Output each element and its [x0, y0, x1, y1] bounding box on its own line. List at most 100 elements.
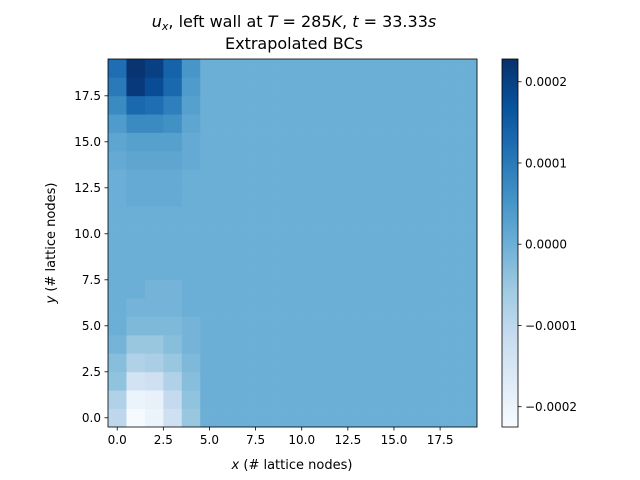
heatmap-cell	[310, 408, 330, 428]
heatmap-cell	[274, 224, 293, 244]
colorbar-ticks: 0.0002 0.0001 0.0000 −0.0001 −0.0002	[518, 75, 577, 414]
x-tick-label: 2.5	[154, 433, 173, 447]
heatmap-cell	[403, 298, 422, 317]
heatmap-cell	[458, 114, 478, 133]
heatmap-cell	[329, 279, 349, 299]
heatmap-cell	[329, 114, 349, 133]
heatmap-cell	[218, 132, 238, 152]
heatmap-cell	[255, 77, 275, 97]
heatmap-cell	[163, 95, 183, 115]
heatmap-cell	[181, 371, 201, 391]
heatmap-cell	[384, 59, 404, 78]
heatmap-cell	[292, 353, 312, 373]
heatmap-cell	[384, 279, 404, 299]
title-part: s	[428, 12, 436, 31]
heatmap-cell	[255, 353, 275, 373]
heatmap-cell	[347, 59, 367, 78]
heatmap-cell	[181, 206, 201, 225]
heatmap-cell	[347, 77, 367, 97]
heatmap-cell	[458, 316, 478, 336]
heatmap-cell	[237, 95, 256, 115]
heatmap-cell	[384, 132, 404, 152]
heatmap-cell	[200, 261, 220, 281]
heatmap-cell	[421, 114, 441, 133]
heatmap-cell	[403, 187, 422, 207]
heatmap-cell	[237, 261, 256, 281]
heatmap-cell	[218, 224, 238, 244]
heatmap-cell	[366, 95, 386, 115]
heatmap-cell	[126, 151, 146, 170]
heatmap-cell	[384, 77, 404, 97]
heatmap-cell	[126, 95, 146, 115]
title-part: ,	[342, 12, 352, 31]
heatmap-cell	[421, 151, 441, 170]
heatmap-cell	[144, 243, 164, 262]
heatmap-cell	[347, 353, 367, 373]
heatmap-cell	[218, 261, 238, 281]
heatmap-cell	[329, 224, 349, 244]
heatmap-cell	[366, 77, 386, 97]
heatmap-cell	[163, 187, 183, 207]
heatmap-cell	[181, 95, 201, 115]
heatmap-cell	[421, 298, 441, 317]
heatmap-cell	[144, 169, 164, 189]
heatmap-cell	[366, 335, 386, 354]
colorbar-tick-label: 0.0001	[525, 156, 567, 170]
heatmap-cell	[218, 353, 238, 373]
heatmap-cell	[366, 59, 386, 78]
heatmap-cell	[310, 187, 330, 207]
heatmap-cell	[329, 132, 349, 152]
heatmap-cell	[274, 169, 293, 189]
heatmap-cell	[237, 371, 256, 391]
heatmap-cell	[421, 59, 441, 78]
heatmap-cell	[144, 206, 164, 225]
heatmap-cell	[440, 243, 459, 262]
heatmap-cell	[458, 243, 478, 262]
heatmap-cell	[274, 408, 293, 428]
heatmap-cell	[200, 408, 220, 428]
heatmap-cell	[126, 59, 146, 78]
x-axis-label-var: x	[231, 458, 240, 473]
heatmap-cell	[274, 151, 293, 170]
heatmap-cell	[421, 187, 441, 207]
y-tick-label: 7.5	[82, 273, 101, 287]
heatmap-cell	[200, 77, 220, 97]
heatmap-cell	[329, 390, 349, 409]
heatmap-cell	[181, 261, 201, 281]
heatmap-cell	[274, 335, 293, 354]
heatmap-cell	[440, 95, 459, 115]
heatmap-cell	[366, 390, 386, 409]
heatmap-cell	[200, 206, 220, 225]
heatmap-cell	[403, 206, 422, 225]
title-part: = 285	[277, 12, 331, 31]
heatmap-cell	[329, 298, 349, 317]
heatmap-cell	[274, 243, 293, 262]
heatmap-cell	[274, 59, 293, 78]
heatmap-cell	[403, 132, 422, 152]
heatmap-cell	[274, 132, 293, 152]
heatmap-cell	[310, 77, 330, 97]
x-tick-label: 12.5	[334, 433, 361, 447]
heatmap-cell	[440, 132, 459, 152]
heatmap-cell	[329, 77, 349, 97]
heatmap-cell	[310, 335, 330, 354]
heatmap-cell	[458, 353, 478, 373]
heatmap-cell	[126, 243, 146, 262]
heatmap-cell	[421, 390, 441, 409]
colorbar-tick-label: −0.0001	[525, 319, 577, 333]
heatmap-cell	[310, 261, 330, 281]
title-part: x	[161, 20, 169, 33]
heatmap-cell	[218, 59, 238, 78]
x-tick-label: 5.0	[200, 433, 219, 447]
colorbar-tick-label: 0.0002	[525, 75, 567, 89]
y-tick-label: 12.5	[74, 181, 101, 195]
heatmap-cell	[163, 408, 183, 428]
heatmap-cell	[292, 59, 312, 78]
heatmap-cell	[366, 243, 386, 262]
heatmap-cell	[200, 371, 220, 391]
heatmap-cell	[384, 390, 404, 409]
heatmap-cell	[440, 77, 459, 97]
heatmap-cell	[255, 371, 275, 391]
heatmap-cell	[310, 206, 330, 225]
heatmap-cell	[108, 114, 127, 133]
